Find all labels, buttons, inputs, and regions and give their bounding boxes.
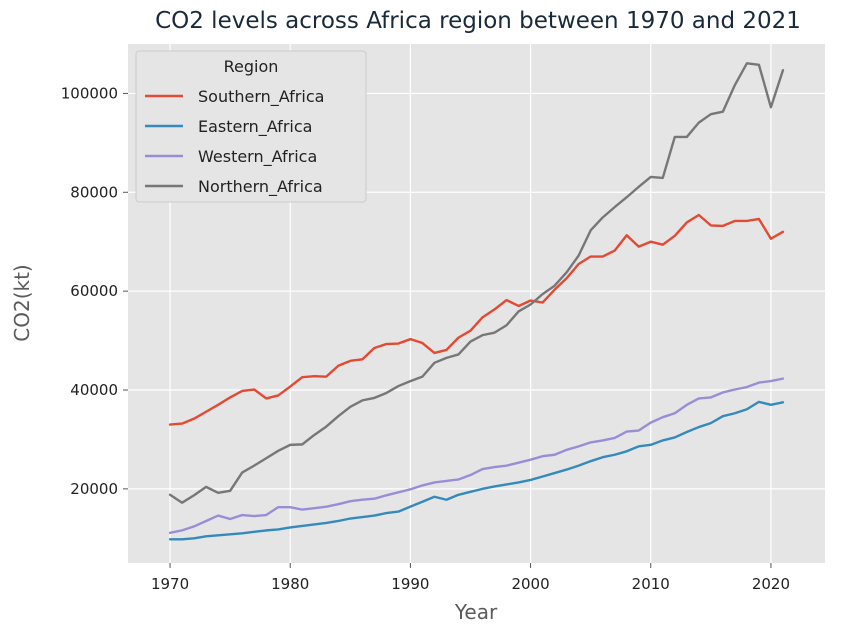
x-tick-label: 1970 (151, 575, 189, 593)
legend: Region Southern_Africa Eastern_Africa West… (135, 50, 367, 203)
y-tick-label: 60000 (70, 282, 118, 300)
x-tick-label: 2020 (752, 575, 790, 593)
series-line-eastern-africa (168, 400, 785, 541)
legend-label-western-africa: Western_Africa (198, 147, 317, 167)
x-axis-label: Year (454, 600, 498, 624)
y-tick-label: 100000 (61, 84, 118, 102)
legend-label-eastern-africa: Eastern_Africa (198, 117, 312, 137)
legend-label-northern-africa: Northern_Africa (198, 177, 323, 197)
x-tick-label: 2000 (511, 575, 549, 593)
chart-title: CO2 levels across Africa region between … (155, 8, 801, 34)
legend-box (135, 50, 367, 203)
y-tick-label: 20000 (70, 480, 118, 498)
x-tick-label: 2010 (632, 575, 670, 593)
y-axis-ticks: 20000 40000 60000 80000 100000 (61, 84, 128, 498)
series-line-northern-africa (168, 62, 785, 504)
x-tick-label: 1980 (271, 575, 309, 593)
y-tick-label: 80000 (70, 183, 118, 201)
legend-label-southern-africa: Southern_Africa (198, 87, 324, 107)
y-axis-label: CO2(kt) (10, 264, 34, 341)
series-line-western-africa (168, 377, 785, 535)
series-group (168, 62, 785, 541)
y-tick-label: 40000 (70, 381, 118, 399)
x-axis-ticks: 1970 1980 1990 2000 2010 2020 (151, 563, 790, 593)
series-line-southern-africa (168, 213, 785, 426)
x-tick-label: 1990 (391, 575, 429, 593)
legend-title: Region (224, 57, 279, 76)
